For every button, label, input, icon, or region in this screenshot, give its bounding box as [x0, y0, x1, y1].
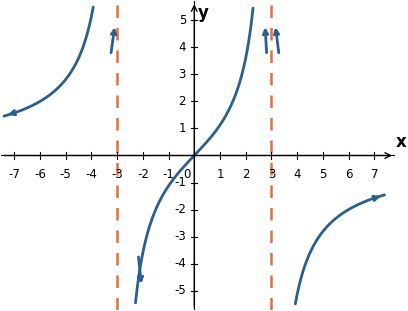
- Text: 4: 4: [293, 168, 301, 181]
- Text: 0: 0: [183, 168, 191, 181]
- Text: x: x: [396, 133, 407, 151]
- Text: -7: -7: [8, 168, 20, 181]
- Text: -5: -5: [174, 284, 186, 297]
- Text: -2: -2: [137, 168, 149, 181]
- Text: -5: -5: [60, 168, 71, 181]
- Text: 3: 3: [268, 168, 275, 181]
- Text: -3: -3: [174, 230, 186, 243]
- Text: 2: 2: [179, 95, 186, 108]
- Text: -4: -4: [174, 257, 186, 270]
- Text: y: y: [198, 4, 209, 22]
- Text: 1: 1: [179, 122, 186, 135]
- Text: 5: 5: [179, 14, 186, 27]
- Text: 3: 3: [179, 68, 186, 81]
- Text: -6: -6: [34, 168, 46, 181]
- Text: 7: 7: [370, 168, 378, 181]
- Text: -1: -1: [163, 168, 175, 181]
- Text: 4: 4: [179, 41, 186, 54]
- Text: 5: 5: [319, 168, 326, 181]
- Text: 2: 2: [242, 168, 249, 181]
- Text: -3: -3: [111, 168, 123, 181]
- Text: -2: -2: [174, 203, 186, 216]
- Text: 1: 1: [216, 168, 224, 181]
- Text: 6: 6: [345, 168, 352, 181]
- Text: -4: -4: [85, 168, 98, 181]
- Text: -1: -1: [174, 176, 186, 189]
